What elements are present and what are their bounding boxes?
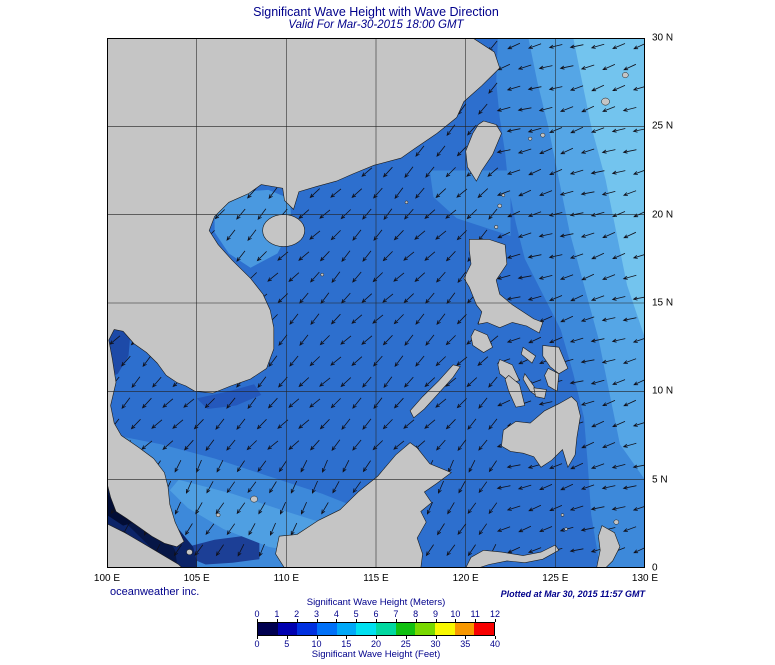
lat-tick-label: 5 N	[652, 474, 668, 486]
legend-color-segment	[376, 623, 396, 635]
lat-tick-label: 0	[652, 562, 658, 574]
legend-feet-tick: 20	[370, 639, 382, 649]
lon-tick-label: 110 E	[273, 573, 300, 584]
plotted-timestamp: Plotted at Mar 30, 2015 11:57 GMT	[500, 589, 645, 599]
legend-bottom-tickmarks	[257, 636, 496, 639]
legend-color-segment	[258, 623, 278, 635]
lat-tick-label: 20 N	[652, 209, 674, 221]
legend-meters-tick: 4	[333, 609, 339, 619]
legend-feet-label: Significant Wave Height (Feet)	[311, 649, 441, 660]
legend-feet-tick: 35	[460, 639, 471, 649]
legend-meters-tick: 11	[470, 609, 480, 619]
lon-tick-label: 115 E	[363, 573, 389, 584]
lat-tick-label: 10 N	[652, 385, 674, 397]
legend-meters-tick: 1	[274, 609, 280, 619]
lon-tick-label: 130 E	[631, 573, 659, 584]
legend-top-tickmarks	[257, 619, 496, 622]
legend-meters-tick: 5	[353, 609, 359, 619]
legend-color-segment	[277, 623, 298, 635]
legend-color-segment	[297, 623, 318, 635]
legend-color-segment	[317, 623, 337, 635]
legend-meters-tick: 7	[393, 609, 399, 619]
wave-height-map	[107, 38, 645, 568]
legend-meters-label: Significant Wave Height (Meters)	[306, 597, 446, 608]
legend-feet-tick: 40	[489, 639, 501, 649]
legend-meters-tick: 3	[313, 609, 320, 619]
legend-feet-tick: 5	[284, 639, 290, 649]
legend-color-segment	[395, 623, 416, 635]
legend-meters-tick: 9	[432, 609, 439, 619]
legend-meters-tick: 8	[413, 609, 419, 619]
legend-color-segment	[415, 623, 436, 635]
legend-feet-tick: 30	[430, 639, 441, 649]
legend-color-segment	[454, 623, 475, 635]
legend-feet-tick: 10	[311, 639, 322, 649]
grid-layer	[107, 38, 645, 568]
lon-tick-label: 120 E	[452, 573, 479, 584]
legend-color-segment	[474, 623, 495, 635]
legend-meters-tick: 0	[254, 609, 260, 619]
lat-tick-label: 25 N	[652, 120, 674, 132]
page-title: Significant Wave Height with Wave Direct…	[253, 5, 499, 19]
legend-feet-tick: 15	[341, 639, 352, 649]
lon-tick-label: 105 E	[183, 573, 210, 584]
legend-meters-tick: 6	[373, 609, 379, 619]
oceanweather-credit: oceanweather inc.	[110, 586, 200, 598]
legend-feet-ticks: 0 5 10 15 20 25 30 35 40	[254, 639, 500, 649]
legend-meters-tick: 10	[450, 609, 461, 619]
valid-time-subtitle: Valid For Mar-30-2015 18:00 GMT	[288, 19, 464, 31]
lat-tick-label: 15 N	[652, 297, 674, 309]
legend-feet-tick: 0	[254, 639, 260, 649]
legend-meters-tick: 2	[294, 609, 300, 619]
legend-colorbar	[257, 622, 495, 636]
lat-tick-label: 30 N	[652, 32, 674, 44]
legend-meters-ticks: 0 1 2 3 4 5 6 7 8 9 10 11 12	[254, 609, 500, 619]
lon-tick-label: 100 E	[93, 573, 121, 584]
lon-tick-label: 125 E	[542, 573, 569, 584]
legend-color-segment	[356, 623, 377, 635]
legend-color-segment	[435, 623, 455, 635]
legend-feet-tick: 25	[400, 639, 411, 649]
legend-meters-tick: 12	[489, 609, 501, 619]
legend-color-segment	[336, 623, 357, 635]
